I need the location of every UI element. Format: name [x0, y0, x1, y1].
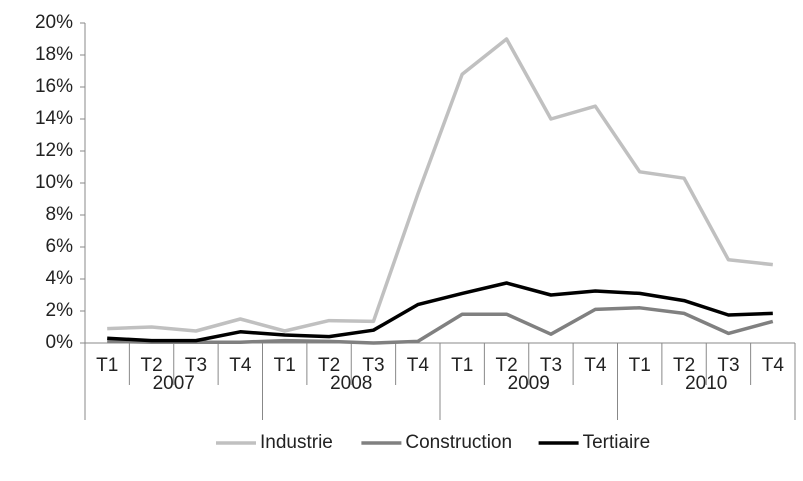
- y-tick-label: 0%: [46, 332, 74, 353]
- x-tick-label: T3: [540, 355, 562, 376]
- x-group-label: 2008: [330, 373, 372, 394]
- y-tick-label: 8%: [46, 204, 74, 225]
- x-group-label: 2010: [685, 373, 727, 394]
- x-tick-label: T2: [140, 355, 162, 376]
- x-tick-label: T4: [229, 355, 252, 376]
- x-tick-label: T3: [717, 355, 739, 376]
- x-tick-label: T3: [185, 355, 207, 376]
- legend-label: Industrie: [260, 432, 333, 453]
- y-tick-label: 16%: [35, 76, 73, 97]
- y-tick-label: 4%: [46, 268, 74, 289]
- y-tick-label: 12%: [35, 140, 73, 161]
- x-tick-label: T1: [629, 355, 651, 376]
- y-tick-label: 2%: [46, 300, 74, 321]
- x-tick-label: T2: [495, 355, 517, 376]
- x-tick-label: T1: [451, 355, 473, 376]
- x-tick-label: T4: [407, 355, 430, 376]
- x-tick-label: T4: [762, 355, 785, 376]
- y-tick-label: 20%: [35, 12, 73, 33]
- series-line: [107, 281, 773, 343]
- x-tick-label: T2: [318, 355, 340, 376]
- x-group-label: 2007: [153, 373, 195, 394]
- legend-label: Construction: [405, 432, 512, 453]
- series-line: [107, 306, 774, 345]
- x-tick-label: T3: [362, 355, 384, 376]
- x-group-label: 2009: [508, 373, 550, 394]
- x-tick-label: T2: [673, 355, 695, 376]
- x-tick-label: T1: [274, 355, 296, 376]
- legend-label: Tertiaire: [583, 432, 651, 453]
- x-tick-label: T1: [96, 355, 118, 376]
- x-tick-label: T4: [584, 355, 607, 376]
- y-tick-label: 6%: [46, 236, 74, 257]
- series-line: [107, 37, 774, 333]
- y-tick-label: 10%: [35, 172, 73, 193]
- y-tick-label: 18%: [35, 44, 73, 65]
- y-tick-label: 14%: [35, 108, 73, 129]
